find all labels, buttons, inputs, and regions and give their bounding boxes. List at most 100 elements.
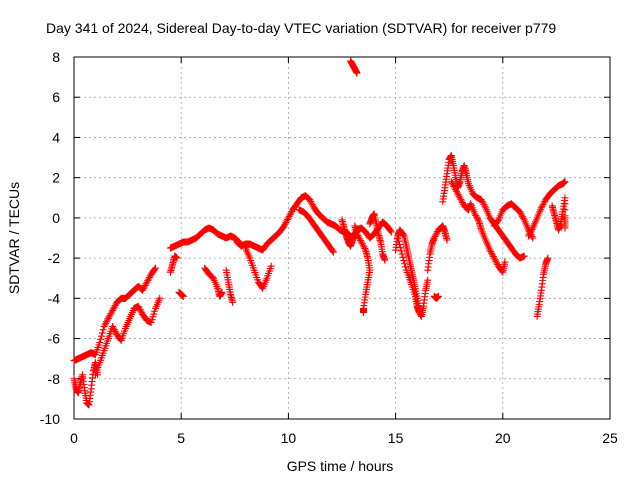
plot-frame bbox=[73, 56, 611, 420]
data-point bbox=[398, 250, 406, 258]
data-point bbox=[140, 283, 148, 291]
data-point bbox=[308, 201, 316, 209]
data-marks bbox=[70, 57, 569, 409]
data-point bbox=[431, 232, 439, 240]
data-point bbox=[353, 230, 361, 238]
y-tick-label: -6 bbox=[48, 331, 61, 347]
data-point bbox=[357, 238, 365, 246]
data-point bbox=[517, 209, 525, 217]
data-point bbox=[489, 253, 497, 261]
data-point bbox=[386, 227, 394, 235]
data-point bbox=[458, 199, 466, 207]
series-track bbox=[548, 194, 569, 234]
data-point bbox=[137, 307, 145, 315]
data-point bbox=[173, 254, 181, 262]
series-track bbox=[338, 216, 395, 250]
chart-title: Day 341 of 2024, Sidereal Day-to-day VTE… bbox=[46, 20, 556, 36]
data-point bbox=[450, 183, 458, 191]
data-point bbox=[284, 214, 292, 222]
series-track bbox=[439, 152, 528, 262]
data-point bbox=[477, 196, 485, 204]
series-track bbox=[394, 234, 423, 316]
series-track bbox=[166, 252, 181, 276]
data-point bbox=[453, 189, 461, 197]
data-point bbox=[454, 191, 462, 199]
data-point bbox=[103, 316, 111, 324]
data-point bbox=[308, 199, 316, 207]
data-point bbox=[355, 233, 363, 241]
data-point bbox=[529, 234, 537, 242]
data-point bbox=[102, 319, 110, 327]
data-point bbox=[458, 197, 466, 205]
data-point bbox=[561, 194, 569, 202]
data-point bbox=[518, 211, 526, 219]
series-track bbox=[175, 288, 187, 300]
data-point bbox=[353, 69, 361, 77]
y-tick-label: -2 bbox=[48, 250, 61, 266]
data-point bbox=[387, 228, 395, 236]
data-point bbox=[490, 254, 498, 262]
data-point bbox=[96, 339, 104, 347]
data-point bbox=[452, 186, 460, 194]
axis-ticks bbox=[73, 56, 611, 420]
x-tick-label: 5 bbox=[177, 430, 185, 446]
y-tick-label: 4 bbox=[52, 129, 60, 145]
data-point bbox=[457, 195, 465, 203]
data-point bbox=[151, 264, 159, 272]
series-track bbox=[533, 254, 552, 320]
data-point bbox=[109, 305, 117, 313]
data-point bbox=[307, 197, 315, 205]
data-point bbox=[394, 234, 402, 242]
data-point bbox=[139, 286, 147, 294]
data-point bbox=[306, 196, 314, 204]
data-point bbox=[97, 335, 105, 343]
data-point bbox=[473, 213, 481, 221]
data-point bbox=[447, 178, 455, 186]
data-point bbox=[487, 248, 495, 256]
data-point bbox=[111, 302, 119, 310]
data-point bbox=[520, 252, 528, 260]
data-point bbox=[116, 335, 124, 343]
series-track bbox=[430, 292, 442, 302]
data-point bbox=[280, 222, 288, 230]
x-tick-label: 20 bbox=[495, 430, 511, 446]
x-tick-label: 10 bbox=[281, 430, 297, 446]
data-point bbox=[110, 326, 118, 334]
series-track bbox=[242, 244, 275, 292]
data-point bbox=[286, 211, 294, 219]
data-point bbox=[396, 244, 404, 252]
y-tick-label: -10 bbox=[40, 411, 60, 427]
data-point bbox=[494, 217, 502, 225]
data-point bbox=[97, 332, 105, 340]
data-point bbox=[399, 231, 407, 239]
data-point bbox=[539, 201, 547, 209]
data-point bbox=[139, 285, 147, 293]
y-tick-label: 2 bbox=[52, 170, 60, 186]
data-point bbox=[285, 212, 293, 220]
data-point bbox=[451, 184, 459, 192]
data-point bbox=[98, 329, 106, 337]
data-point bbox=[432, 231, 440, 239]
data-point bbox=[478, 197, 486, 205]
data-point bbox=[109, 306, 117, 314]
series-track bbox=[70, 264, 159, 365]
y-tick-label: 0 bbox=[52, 210, 60, 226]
data-point bbox=[267, 262, 275, 270]
data-point bbox=[109, 324, 117, 332]
data-point bbox=[430, 234, 438, 242]
data-point bbox=[179, 292, 187, 300]
data-point bbox=[282, 219, 290, 227]
data-point bbox=[501, 258, 509, 266]
y-tick-labels: -10 -8 -6 -4 -2 0 2 4 6 8 bbox=[40, 49, 60, 427]
data-point bbox=[479, 199, 487, 207]
data-point bbox=[474, 216, 482, 224]
data-point bbox=[99, 326, 107, 334]
data-point bbox=[109, 322, 117, 330]
series-track bbox=[295, 206, 337, 256]
data-point bbox=[356, 236, 364, 244]
data-point bbox=[526, 229, 534, 237]
series-track bbox=[201, 264, 226, 300]
data-point bbox=[329, 247, 337, 255]
data-point bbox=[401, 263, 409, 271]
